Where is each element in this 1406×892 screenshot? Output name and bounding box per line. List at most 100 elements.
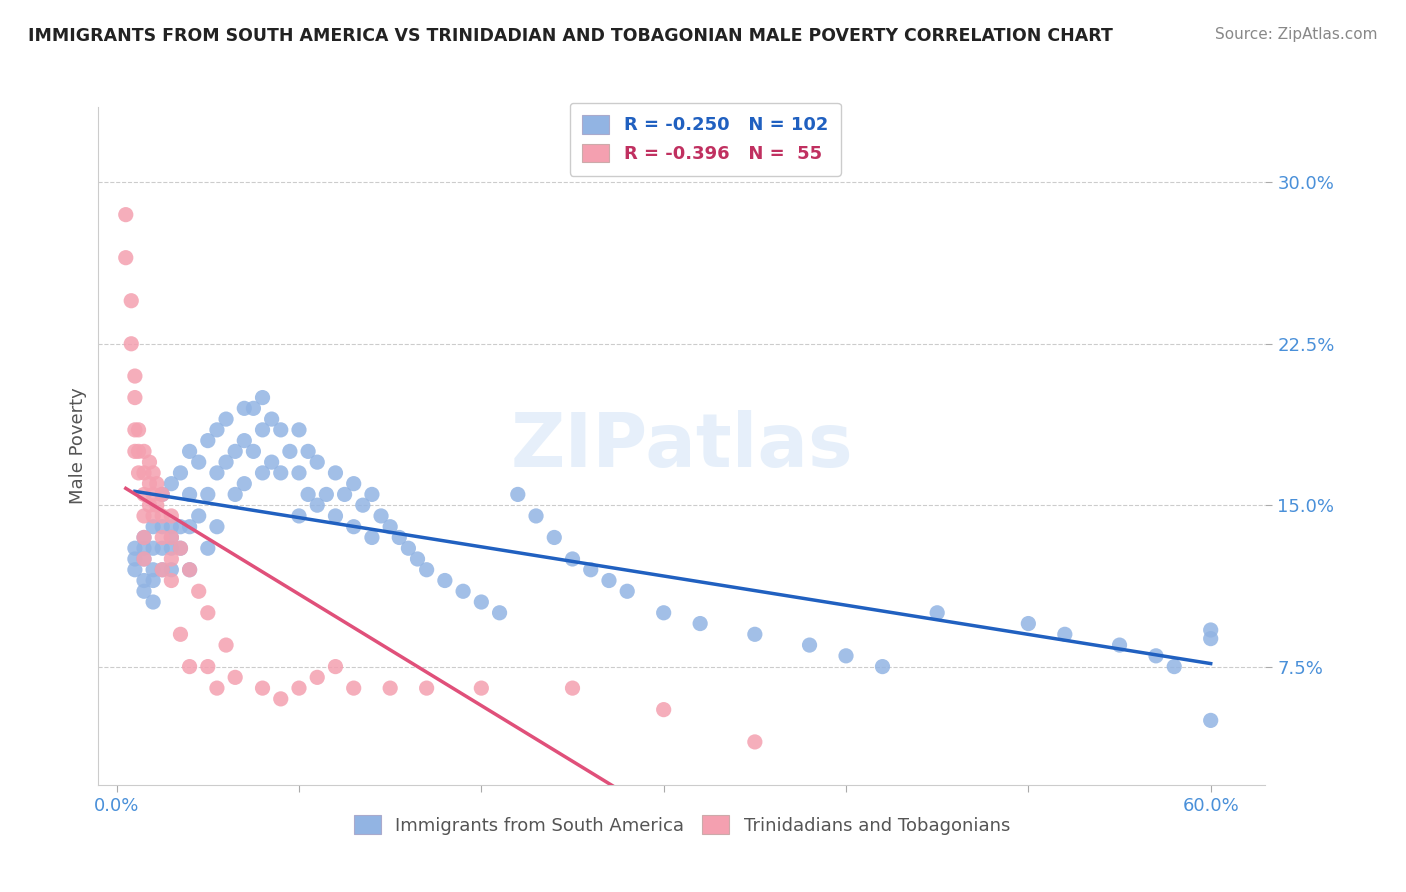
Point [179, 444, 201, 458]
Point [132, 541, 155, 556]
Point [835, 648, 858, 663]
Point [179, 563, 201, 577]
Point [652, 703, 675, 717]
Point [415, 563, 437, 577]
Point [325, 659, 347, 673]
Point [370, 508, 392, 523]
Point [1053, 627, 1076, 641]
Point [252, 391, 274, 405]
Point [598, 574, 620, 588]
Point [744, 627, 766, 641]
Point [252, 466, 274, 480]
Point [169, 519, 191, 533]
Point [179, 659, 201, 673]
Text: IMMIGRANTS FROM SOUTH AMERICA VS TRINIDADIAN AND TOBAGONIAN MALE POVERTY CORRELA: IMMIGRANTS FROM SOUTH AMERICA VS TRINIDA… [28, 27, 1114, 45]
Point [142, 541, 165, 556]
Point [179, 563, 201, 577]
Point [187, 455, 209, 469]
Point [415, 681, 437, 695]
Point [197, 434, 219, 448]
Point [215, 455, 238, 469]
Point [205, 466, 228, 480]
Point [187, 508, 209, 523]
Point [1108, 638, 1130, 652]
Point [150, 508, 173, 523]
Point [128, 444, 150, 458]
Point [270, 466, 292, 480]
Point [325, 508, 347, 523]
Point [343, 681, 366, 695]
Point [579, 563, 602, 577]
Point [260, 455, 283, 469]
Point [169, 466, 191, 480]
Point [215, 412, 238, 426]
Point [138, 455, 160, 469]
Point [142, 574, 165, 588]
Point [142, 508, 165, 523]
Point [388, 531, 411, 545]
Point [150, 563, 173, 577]
Point [138, 498, 160, 512]
Point [433, 574, 456, 588]
Point [150, 531, 173, 545]
Point [406, 552, 429, 566]
Point [451, 584, 474, 599]
Point [233, 476, 256, 491]
Point [114, 208, 136, 222]
Point [169, 541, 191, 556]
Point [343, 476, 366, 491]
Point [799, 638, 821, 652]
Point [297, 487, 319, 501]
Point [114, 251, 136, 265]
Point [142, 519, 165, 533]
Point [744, 735, 766, 749]
Point [561, 681, 583, 695]
Point [132, 487, 155, 501]
Point [124, 552, 146, 566]
Point [124, 391, 146, 405]
Point [142, 487, 165, 501]
Point [205, 681, 228, 695]
Point [132, 531, 155, 545]
Point [561, 552, 583, 566]
Point [524, 508, 547, 523]
Point [179, 487, 201, 501]
Point [380, 519, 402, 533]
Point [197, 487, 219, 501]
Point [160, 541, 183, 556]
Point [325, 466, 347, 480]
Point [128, 466, 150, 480]
Point [224, 487, 246, 501]
Point [1199, 632, 1222, 646]
Point [297, 444, 319, 458]
Point [396, 541, 419, 556]
Point [150, 541, 173, 556]
Point [872, 659, 894, 673]
Point [307, 498, 329, 512]
Point [169, 541, 191, 556]
Point [124, 369, 146, 384]
Point [288, 508, 311, 523]
Point [270, 691, 292, 706]
Point [488, 606, 510, 620]
Point [252, 423, 274, 437]
Point [343, 519, 366, 533]
Point [150, 563, 173, 577]
Text: Source: ZipAtlas.com: Source: ZipAtlas.com [1215, 27, 1378, 42]
Point [169, 627, 191, 641]
Point [361, 531, 384, 545]
Point [652, 606, 675, 620]
Point [315, 487, 337, 501]
Point [179, 519, 201, 533]
Point [132, 552, 155, 566]
Point [132, 552, 155, 566]
Point [252, 681, 274, 695]
Point [242, 401, 264, 416]
Point [124, 423, 146, 437]
Point [927, 606, 949, 620]
Point [132, 466, 155, 480]
Point [160, 531, 183, 545]
Point [242, 444, 264, 458]
Point [197, 541, 219, 556]
Point [224, 670, 246, 684]
